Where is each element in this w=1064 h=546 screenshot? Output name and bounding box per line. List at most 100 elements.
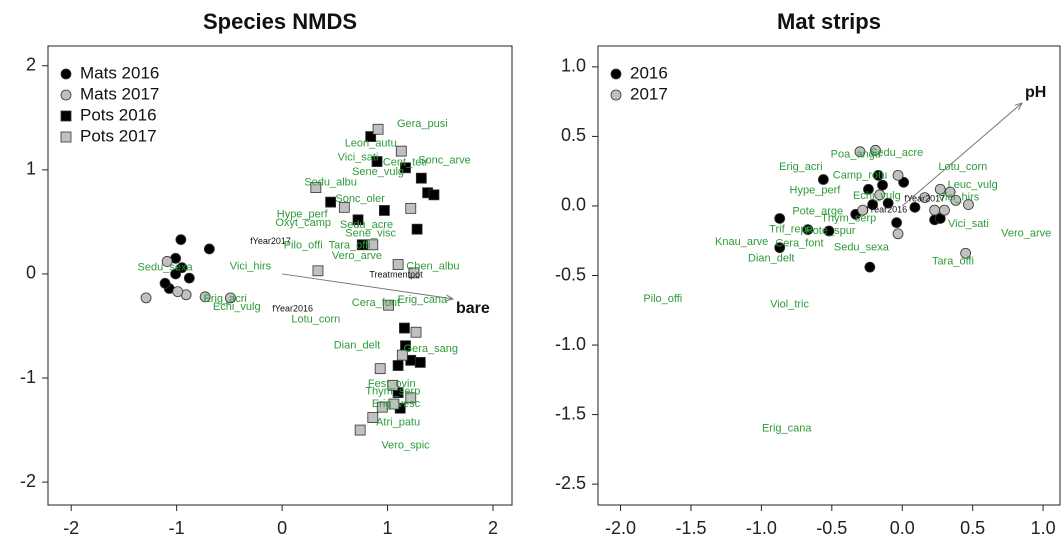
- species-label: Gera_sang: [404, 343, 458, 355]
- y-tick-label: -2: [20, 471, 36, 491]
- species-label: Vici_hirs: [230, 261, 272, 273]
- y-tick-label: -2.5: [555, 473, 586, 493]
- species-label: Chen_albu: [406, 261, 459, 273]
- species-label: Tara_offi: [932, 255, 974, 267]
- species-label: Sonc_arve: [418, 154, 471, 166]
- species-label: Cent_tetr: [383, 156, 429, 168]
- point: [203, 243, 215, 255]
- vector-label: bare: [456, 300, 490, 317]
- point: [365, 131, 377, 142]
- species-label: Fest_ovin: [368, 378, 416, 390]
- point: [175, 234, 187, 245]
- point: [405, 202, 417, 214]
- point: [774, 242, 786, 254]
- point: [399, 322, 410, 334]
- point: [170, 268, 182, 280]
- point: [172, 286, 184, 298]
- legend-label: 2016: [630, 63, 668, 82]
- point: [919, 192, 931, 204]
- species-label: Poa_angu: [831, 148, 881, 160]
- species-label: Sonc_oler: [335, 193, 385, 205]
- point: [356, 239, 368, 251]
- species-label: Gera_pusi: [397, 118, 448, 130]
- x-tick-label: -2: [63, 518, 79, 538]
- species-label: Oxyt_camp: [275, 217, 331, 229]
- point: [963, 199, 974, 210]
- legend-label: Pots 2017: [80, 126, 157, 145]
- species-label: Sedu_sexa: [138, 262, 194, 274]
- y-tick-label: -1.0: [555, 334, 586, 354]
- point: [934, 183, 946, 195]
- point: [140, 292, 152, 304]
- species-label: Echi_vulg: [853, 190, 901, 202]
- point: [392, 360, 404, 371]
- point: [354, 424, 366, 436]
- species-label: Dian_delt: [748, 253, 794, 265]
- x-tick-label: 0.0: [890, 518, 915, 538]
- point: [410, 326, 422, 338]
- point: [892, 169, 904, 181]
- x-tick-label: 1: [383, 518, 393, 538]
- point: [312, 265, 324, 277]
- panel: Mat strips -2.0 -1.5 -1.0 -0.5 0.0 0.5 1.0 1.0 0.…: [555, 9, 1061, 538]
- legend-marker: [60, 131, 72, 143]
- point: [877, 179, 888, 191]
- x-tick-label: -2.0: [605, 518, 636, 538]
- point: [400, 162, 411, 174]
- species-label: Knau_arve: [715, 236, 768, 248]
- y-tick-label: 1.0: [561, 56, 586, 76]
- legend-marker: [610, 89, 622, 101]
- y-tick-label: -1: [20, 367, 36, 387]
- point: [929, 204, 941, 216]
- species-label: Cera_font: [352, 297, 400, 309]
- point: [854, 146, 866, 158]
- point: [367, 239, 379, 251]
- species-label: Camp_rotu: [833, 169, 887, 181]
- point: [863, 183, 874, 195]
- point: [960, 247, 972, 259]
- species-label: Erig_acri: [203, 293, 246, 305]
- point: [352, 214, 364, 226]
- point: [864, 261, 876, 273]
- species-label: Dian_delt: [334, 340, 380, 352]
- species-label: Lotu_corn: [291, 314, 340, 326]
- factor-label: fYear2016: [272, 304, 313, 314]
- legend-label: Mats 2017: [80, 84, 159, 103]
- point: [372, 123, 384, 135]
- y-tick-label: 0: [26, 263, 36, 283]
- species-label: Viol_tric: [770, 299, 809, 311]
- species-label: Leon_autu: [345, 138, 397, 150]
- point: [371, 156, 383, 167]
- species-label: Vici_sati: [338, 151, 379, 163]
- point: [388, 398, 400, 410]
- point: [415, 172, 427, 184]
- species-label: Pilo_offi: [284, 240, 323, 252]
- y-tick-label: 2: [26, 55, 36, 75]
- species-label: Lotu_corn: [938, 161, 987, 173]
- panel: Species NMDS-2 -1 0 1 2-2-1012bareGera_pusiL…: [20, 9, 513, 538]
- point: [411, 223, 423, 235]
- point: [387, 379, 399, 391]
- point: [892, 228, 904, 240]
- species-label: Tara_offi: [329, 240, 371, 252]
- legend-label: Pots 2016: [80, 105, 157, 124]
- factor-label: fYear2017: [250, 236, 291, 246]
- point: [414, 357, 426, 368]
- species-label: Pote_spur: [805, 225, 855, 237]
- point: [159, 277, 171, 289]
- species-label: Hype_perf: [277, 209, 329, 221]
- y-tick-label: 0.0: [561, 195, 586, 215]
- point: [376, 401, 388, 413]
- vector-label: pH: [1025, 84, 1046, 101]
- species-label: Sedu_albu: [304, 176, 357, 188]
- point: [183, 272, 195, 284]
- legend-marker: [60, 110, 72, 122]
- point: [396, 349, 408, 361]
- species-label: Sedu_sexa: [834, 242, 890, 254]
- species-label: Thym_serp: [821, 212, 876, 224]
- x-tick-label: 2: [488, 518, 498, 538]
- point: [199, 291, 211, 303]
- y-tick-label: 0.5: [561, 125, 586, 145]
- plot-frame: [597, 45, 1061, 506]
- species-label: Echi_vulg: [213, 301, 261, 313]
